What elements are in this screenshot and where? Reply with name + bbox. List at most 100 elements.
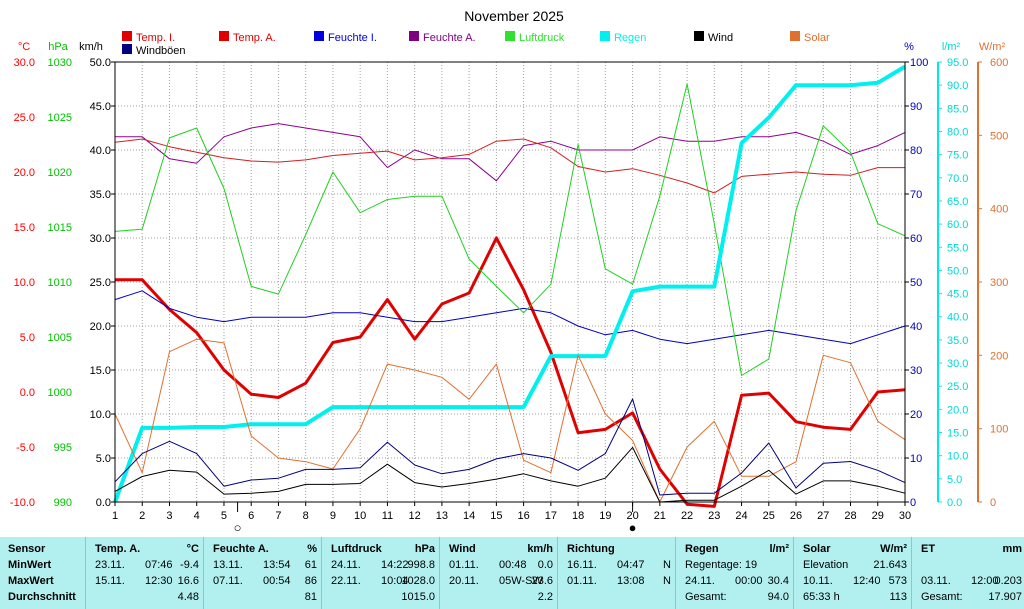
rain-tick-label: 5.0	[947, 474, 962, 486]
x-tick-label: 18	[572, 510, 584, 522]
hum-tick-label: 20	[910, 409, 922, 421]
x-tick-label: 3	[166, 510, 172, 522]
stat-value: 4.48	[177, 591, 199, 603]
stat-value: 21.643	[873, 559, 907, 571]
wind-tick-label: 0.0	[96, 497, 111, 509]
wind-tick-label: 25.0	[90, 277, 111, 289]
legend-label: Feuchte A.	[423, 32, 476, 44]
stat-column: Wind km/h 01.11. 00:48 0.0 20.11. 05W-SW 23.6 2.…	[441, 537, 557, 609]
stat-value: 81	[304, 591, 317, 603]
rain-tick-label: 65.0	[947, 196, 968, 208]
hum-tick-label: 100	[910, 57, 928, 69]
x-tick-label: 4	[194, 510, 200, 522]
stat-unit: l/m²	[769, 543, 789, 555]
press-tick-label: 1030	[48, 57, 72, 69]
stat-separator	[439, 537, 440, 609]
legend-swatch	[505, 31, 515, 41]
stat-header: Regen	[685, 543, 719, 555]
hum-tick-label: 50	[910, 277, 922, 289]
legend-swatch	[122, 44, 132, 54]
legend-label: Temp. A.	[233, 32, 276, 44]
stat-header: Solar	[803, 543, 831, 555]
rain-tick-label: 55.0	[947, 242, 968, 254]
stat-value: 12:00	[971, 575, 999, 587]
legend-swatch	[694, 31, 704, 41]
series-feuchte-a	[115, 123, 906, 182]
solar-tick-label: 100	[990, 424, 1008, 436]
press-tick-label: 1000	[48, 387, 72, 399]
x-tick-label: 9	[330, 510, 336, 522]
wind-tick-label: 30.0	[90, 233, 111, 245]
right-axes: 1009080706050403020100%95.090.085.080.07…	[904, 41, 1008, 509]
stat-unit: °C	[186, 543, 199, 555]
stat-unit: %	[307, 543, 317, 555]
wind-tick-label: 45.0	[90, 101, 111, 113]
rain-tick-label: 25.0	[947, 381, 968, 393]
stat-value: 573	[888, 575, 907, 587]
series-windb-en	[114, 398, 906, 496]
stat-value: Gesamt:	[685, 591, 727, 603]
temp-tick-label: 10.0	[14, 277, 35, 289]
legend-swatch	[219, 31, 229, 41]
temp-tick-label: 0.0	[20, 387, 35, 399]
hum-tick-label: 70	[910, 189, 922, 201]
x-tick-label: 5	[221, 510, 227, 522]
hum-tick-label: 40	[910, 321, 922, 333]
stat-value: 13.11.	[213, 559, 243, 571]
temp-tick-label: 30.0	[14, 57, 35, 69]
hum-axis-label: %	[904, 41, 914, 53]
legend-swatch	[314, 31, 324, 41]
hum-tick-label: 80	[910, 145, 922, 157]
stat-value: 07:46	[145, 559, 173, 571]
solar-tick-label: 600	[990, 57, 1008, 69]
x-tick-label: 20	[626, 510, 638, 522]
stat-value: 16.11.	[567, 559, 597, 571]
stat-value: 07.11.	[213, 575, 243, 587]
hum-tick-label: 30	[910, 365, 922, 377]
series-feuchte-i	[114, 290, 906, 345]
stat-value: 998.8	[407, 559, 435, 571]
wind-axis-label: km/h	[79, 41, 103, 53]
x-tick-label: 23	[708, 510, 720, 522]
press-tick-label: 1005	[48, 332, 72, 344]
press-tick-label: 990	[54, 497, 72, 509]
solar-tick-label: 0	[990, 497, 996, 509]
stat-unit: mm	[1002, 543, 1022, 555]
press-tick-label: 1010	[48, 277, 72, 289]
wind-tick-label: 10.0	[90, 409, 111, 421]
wind-tick-label: 40.0	[90, 145, 111, 157]
stat-value: 1028.0	[401, 575, 435, 587]
legend-swatch	[790, 31, 800, 41]
press-tick-label: 1020	[48, 167, 72, 179]
temp-tick-label: 5.0	[20, 332, 35, 344]
temp-tick-label: 25.0	[14, 112, 35, 124]
x-tick-label: 28	[844, 510, 856, 522]
stat-unit: hPa	[414, 543, 435, 555]
chart-title: November 2025	[464, 8, 564, 24]
series-regen	[113, 64, 907, 503]
stat-header: Sensor	[8, 543, 46, 555]
series-temp-i	[114, 138, 905, 194]
stat-value: 01.11.	[449, 559, 479, 571]
stat-value: 00:48	[499, 559, 527, 571]
stat-value: 0.0	[537, 559, 553, 571]
moon-phase-symbol: ●	[629, 520, 637, 535]
wind-tick-label: 35.0	[90, 189, 111, 201]
hum-tick-label: 10	[910, 453, 922, 465]
x-tick-label: 7	[275, 510, 281, 522]
stat-value: 24.11.	[331, 559, 361, 571]
x-tick-label: 30	[899, 510, 911, 522]
stat-separator	[85, 537, 86, 609]
stat-column: Regen l/m² Regentage: 19 24.11. 00:00 30.4 Ges…	[677, 537, 793, 609]
stat-value: 04:47	[617, 559, 645, 571]
rain-tick-label: 30.0	[947, 358, 968, 370]
temp-tick-label: -10.0	[10, 497, 35, 509]
wind-tick-label: 50.0	[90, 57, 111, 69]
rain-axis-label: l/m²	[942, 41, 961, 53]
stat-row-label: MaxWert	[8, 575, 54, 587]
wind-tick-label: 20.0	[90, 321, 111, 333]
stat-unit: W/m²	[880, 543, 907, 555]
stat-value: Regentage: 19	[685, 559, 758, 571]
stat-column: Luftdruck hPa 24.11. 14:22 998.8 22.11. 10:04 1…	[323, 537, 439, 609]
stat-value: 23.6	[531, 575, 553, 587]
